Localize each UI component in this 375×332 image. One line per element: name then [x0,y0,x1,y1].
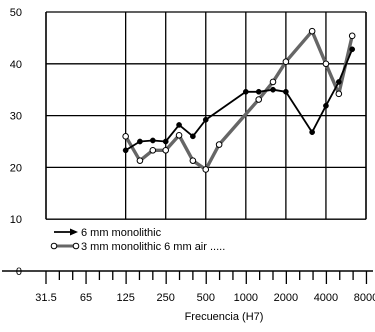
series-1-point [309,129,315,136]
series-2-point [215,141,223,148]
series-1-point [190,133,196,140]
legend-label-1: 6 mm monolithic [81,227,162,239]
x-tick-label: 65 [80,292,92,304]
series-1-point [323,102,329,109]
series-line-2 [124,29,354,172]
y-tick-label: 40 [10,59,22,71]
series-2-point [122,133,129,140]
x-tick-label: 2000 [274,292,298,304]
series-2-point [335,90,343,98]
grid-lines [46,11,366,220]
series-2-point [149,147,157,154]
series-2-point [202,166,210,173]
series-2-point [175,131,183,139]
x-tick-label: 125 [116,292,134,304]
series-2-point [189,157,197,164]
x-tick-labels: 31.5 65 125 250 500 1000 2000 4000 8000 [35,292,375,304]
series-2-point [308,27,316,35]
x-axis-title: Frecuencia (H7) [185,311,264,323]
series-1-point [176,122,182,128]
legend-marker-2 [50,242,58,250]
x-tick-label: 31.5 [35,292,56,304]
series-2-point [269,78,277,86]
series-2-point [255,96,263,103]
y-tick-label: 20 [10,162,22,174]
series-1-point [335,79,342,85]
y-tick-label: 10 [10,214,22,226]
legend-label-2: 3 mm monolithic 6 mm air ..... [81,241,225,253]
series-1-point [242,88,249,95]
series-layer [122,27,356,173]
x-tick-label: 1000 [234,292,258,304]
y-tick-label: 30 [10,111,22,123]
series-1-point [255,88,262,95]
x-tick-label: 500 [197,292,215,304]
legend-arrow-1 [70,228,78,236]
y-tick-label: 50 [10,7,22,19]
y-tick-label: 0 [16,266,22,278]
legend: 6 mm monolithic 3 mm monolithic 6 mm air … [50,227,225,253]
series-1-point [137,138,143,145]
series-1-point [283,88,289,95]
series-2-point [282,58,290,66]
minor-tick-marks [45,271,368,284]
x-tick-label: 8000 [354,292,375,304]
series-1-point [202,116,209,123]
series-2-point [136,157,144,164]
x-tick-label: 250 [157,292,175,304]
y-tick-labels: 0 10 20 30 40 50 [10,7,22,278]
axes [2,12,373,272]
series-2-point [162,147,170,154]
series-1-point [270,86,276,93]
series-2-point [322,60,330,68]
x-tick-label: 4000 [314,292,338,304]
series-1-point [162,138,169,145]
series-1-point [349,46,356,53]
legend-marker-2 [72,242,80,250]
series-1-point [122,147,129,154]
series-1-point [149,137,156,144]
series-2-point [348,32,356,40]
